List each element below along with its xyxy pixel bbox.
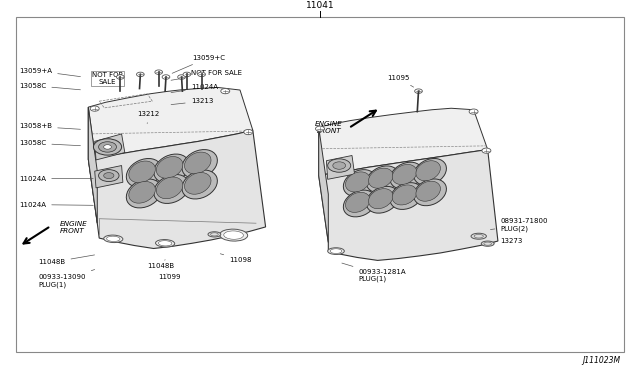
Text: 11024A: 11024A: [171, 84, 218, 93]
Text: NOT FOR SALE: NOT FOR SALE: [171, 70, 242, 80]
Ellipse shape: [392, 185, 417, 205]
Ellipse shape: [184, 152, 211, 174]
Ellipse shape: [413, 158, 447, 185]
Ellipse shape: [392, 164, 417, 185]
Text: 00933-13090
PLUG(1): 00933-13090 PLUG(1): [38, 269, 95, 288]
Text: 00933-1281A
PLUG(1): 00933-1281A PLUG(1): [342, 263, 406, 282]
Ellipse shape: [107, 236, 120, 241]
Text: 11041: 11041: [306, 1, 334, 10]
Ellipse shape: [416, 181, 440, 201]
Text: 11048B: 11048B: [147, 260, 174, 269]
Ellipse shape: [328, 248, 344, 254]
Text: 11048B: 11048B: [38, 255, 95, 265]
Circle shape: [93, 139, 122, 155]
Polygon shape: [326, 155, 355, 179]
Circle shape: [244, 129, 253, 135]
Ellipse shape: [330, 249, 342, 253]
Text: NOT FOR
SALE: NOT FOR SALE: [92, 72, 123, 84]
Ellipse shape: [369, 168, 393, 188]
Circle shape: [316, 126, 324, 131]
Polygon shape: [88, 130, 266, 248]
Text: ENGINE
FRONT: ENGINE FRONT: [60, 221, 87, 234]
Text: 11024A: 11024A: [19, 202, 93, 208]
Text: 13058C: 13058C: [19, 140, 81, 146]
Ellipse shape: [156, 157, 183, 178]
Circle shape: [90, 106, 99, 111]
Circle shape: [104, 145, 111, 149]
Text: 13213: 13213: [171, 98, 213, 105]
Circle shape: [155, 70, 163, 74]
Circle shape: [328, 159, 351, 172]
Text: 13273: 13273: [490, 238, 523, 244]
Text: 11095: 11095: [387, 75, 413, 87]
Text: 13059+C: 13059+C: [172, 55, 225, 73]
Circle shape: [116, 75, 124, 79]
Polygon shape: [319, 127, 328, 243]
Ellipse shape: [369, 189, 393, 209]
Text: 13059+A: 13059+A: [19, 68, 81, 77]
Circle shape: [469, 109, 478, 114]
Text: 11099: 11099: [158, 274, 180, 280]
Text: ENGINE
FRONT: ENGINE FRONT: [315, 122, 343, 134]
Ellipse shape: [182, 170, 218, 199]
Ellipse shape: [471, 233, 486, 239]
Circle shape: [198, 72, 205, 77]
Ellipse shape: [413, 179, 447, 206]
Circle shape: [162, 75, 170, 79]
Ellipse shape: [343, 170, 376, 196]
Circle shape: [482, 148, 491, 153]
Circle shape: [99, 142, 116, 152]
Ellipse shape: [104, 235, 123, 243]
Ellipse shape: [184, 173, 211, 194]
Polygon shape: [319, 150, 498, 260]
Circle shape: [178, 75, 186, 79]
Ellipse shape: [156, 177, 183, 199]
Circle shape: [99, 170, 119, 182]
Ellipse shape: [154, 154, 189, 183]
Ellipse shape: [416, 161, 440, 181]
Ellipse shape: [126, 158, 162, 187]
Ellipse shape: [390, 162, 423, 189]
Ellipse shape: [126, 179, 162, 208]
Ellipse shape: [129, 182, 156, 203]
Circle shape: [183, 72, 191, 77]
Ellipse shape: [366, 166, 399, 193]
Text: 11098: 11098: [220, 254, 252, 263]
Circle shape: [136, 72, 144, 77]
Polygon shape: [88, 107, 97, 223]
Circle shape: [333, 162, 346, 169]
Ellipse shape: [346, 192, 370, 212]
Circle shape: [221, 89, 230, 94]
Ellipse shape: [224, 231, 243, 239]
Ellipse shape: [154, 174, 189, 203]
Circle shape: [104, 173, 114, 179]
Text: 13058+B: 13058+B: [19, 124, 81, 129]
Ellipse shape: [481, 241, 494, 246]
Circle shape: [415, 89, 422, 93]
Polygon shape: [95, 166, 123, 188]
Ellipse shape: [343, 190, 376, 217]
Ellipse shape: [346, 172, 370, 192]
Polygon shape: [95, 134, 125, 160]
Text: 13212: 13212: [138, 111, 160, 124]
Ellipse shape: [159, 241, 172, 246]
Ellipse shape: [208, 232, 221, 237]
Text: 13058C: 13058C: [19, 83, 81, 90]
Ellipse shape: [156, 240, 175, 247]
Polygon shape: [319, 108, 488, 176]
Polygon shape: [88, 87, 253, 159]
Ellipse shape: [220, 229, 248, 241]
Ellipse shape: [182, 150, 218, 179]
Text: 08931-71800
PLUG(2): 08931-71800 PLUG(2): [490, 218, 548, 232]
Text: J111023M: J111023M: [582, 356, 621, 365]
Text: 11024A: 11024A: [19, 176, 93, 182]
Ellipse shape: [129, 161, 156, 183]
Polygon shape: [88, 107, 97, 223]
Ellipse shape: [390, 183, 423, 209]
Ellipse shape: [366, 186, 399, 213]
